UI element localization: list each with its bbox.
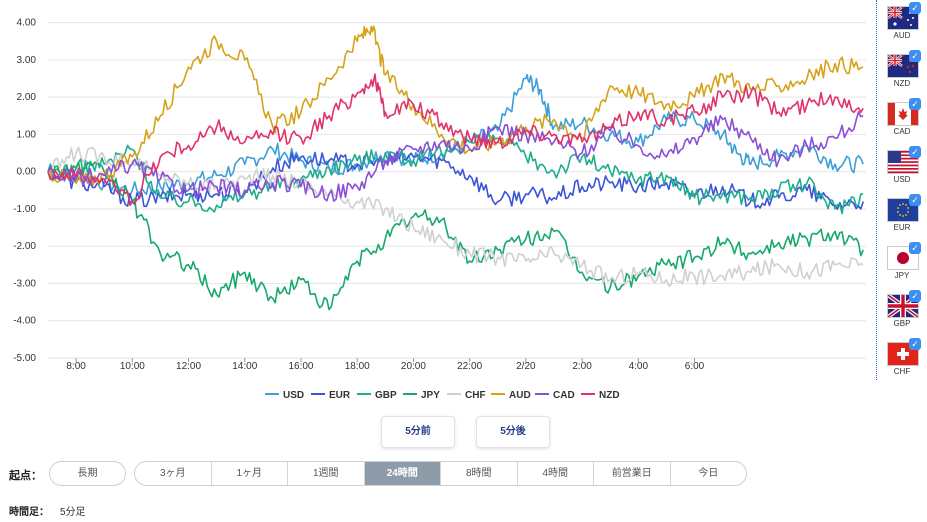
flag-label: GBP [893,319,911,328]
checkbox-checked-icon[interactable]: ✓ [909,98,921,110]
x-tick-label: 22:00 [457,361,482,372]
y-tick-label: 0.00 [17,167,37,178]
flag-label: NZD [893,79,911,88]
x-tick-label: 8:00 [66,361,86,372]
range-option[interactable]: 4時間 [516,462,594,485]
chart-legend[interactable]: USD EUR GBP JPY CHF AUD CAD NZD [265,390,620,401]
range-option[interactable]: 1ヶ月 [210,462,288,485]
range-option[interactable]: 前営業日 [593,462,670,485]
flag-toggle-nzd[interactable]: ✓ NZD [887,50,923,96]
flag-toggle-eur[interactable]: ✓ EUR [887,194,923,240]
legend-item-gbp[interactable]: GBP [375,390,397,401]
flag-chf-icon [887,342,919,366]
checkbox-checked-icon[interactable]: ✓ [909,338,921,350]
range-option[interactable]: 3ヶ月 [159,468,186,479]
x-tick-label: 16:00 [288,361,313,372]
range-option[interactable]: 今日 [669,462,747,485]
legend-item-aud[interactable]: AUD [509,390,531,401]
range-option[interactable]: 24時間 [363,462,440,485]
legend-item-nzd[interactable]: NZD [599,390,620,401]
checkbox-checked-icon[interactable]: ✓ [909,194,921,206]
flag-toggle-usd[interactable]: ✓ USD [887,146,923,192]
y-tick-label: 3.00 [17,55,37,66]
series-line-chf [47,146,864,287]
range-option[interactable]: 8時間 [440,462,517,485]
y-tick-label: 4.00 [17,18,37,29]
checkbox-checked-icon[interactable]: ✓ [909,2,921,14]
forward-5min-button[interactable]: 5分後 [476,416,550,448]
y-tick-label: 2.00 [17,92,37,103]
flag-label: USD [893,175,911,184]
legend-item-eur[interactable]: EUR [329,390,351,401]
series-line-usd [47,73,864,196]
range-selector: 3ヶ月 1ヶ月 1週間 24時間 8時間 4時間 前営業日 今日 [134,461,747,486]
y-tick-label: -1.00 [13,204,36,215]
back-5min-button[interactable]: 5分前 [381,416,455,448]
y-tick-label: -3.00 [13,278,36,289]
flag-toggle-aud[interactable]: ✓ AUD [887,2,923,48]
flag-toggle-chf[interactable]: ✓ CHF [887,338,923,384]
x-tick-label: 20:00 [401,361,426,372]
y-tick-label: -4.00 [13,316,36,327]
x-tick-label: 2:00 [572,361,592,372]
range-option[interactable]: 1週間 [287,462,364,485]
legend-item-usd[interactable]: USD [283,390,304,401]
long-term-button[interactable]: 長期 [49,461,126,486]
x-tick-label: 2/20 [516,361,536,372]
y-axis-ticks: 4.00 3.00 2.00 1.00 0.00 -1.00 -2.00 -3.00 -4.00… [13,18,36,364]
x-axis-ticks: 8:00 10:00 12:00 14:00 16:00 18:00 20:00 22:00 2… [66,358,705,372]
x-tick-label: 10:00 [120,361,145,372]
interval-value: 5分足 [60,507,86,518]
fx-strength-chart: 4.00 3.00 2.00 1.00 0.00 -1.00 -2.00 -3.00 -4.00… [13,18,866,401]
flag-label: CAD [893,127,911,136]
legend-item-jpy[interactable]: JPY [421,390,440,401]
flag-toggle-gbp[interactable]: ✓ GBP [887,290,923,336]
x-tick-label: 4:00 [629,361,649,372]
x-tick-label: 14:00 [232,361,257,372]
x-tick-label: 18:00 [345,361,370,372]
y-tick-label: 1.00 [17,129,37,140]
flag-label: AUD [893,31,911,40]
series-lines [47,25,864,311]
range-option-long[interactable]: 長期 [77,468,98,479]
x-tick-label: 6:00 [685,361,705,372]
flag-label: CHF [893,367,911,376]
checkbox-checked-icon[interactable]: ✓ [909,50,921,62]
interval-label: 時間足： [9,507,49,518]
legend-item-chf[interactable]: CHF [465,390,486,401]
flag-label: JPY [894,271,910,280]
series-line-nzd [47,73,864,207]
x-tick-label: 12:00 [176,361,201,372]
flag-label: EUR [893,223,911,232]
flag-toggle-jpy[interactable]: ✓ JPY [887,242,923,288]
series-line-gbp [47,130,864,215]
series-line-aud [47,25,864,186]
legend-item-cad[interactable]: CAD [553,390,575,401]
y-tick-label: -5.00 [13,353,36,364]
checkbox-checked-icon[interactable]: ✓ [909,146,921,158]
checkbox-checked-icon[interactable]: ✓ [909,290,921,302]
y-tick-label: -2.00 [13,241,36,252]
series-line-cad [47,111,864,202]
series-line-eur [47,149,864,210]
start-point-label: 起点： [9,470,42,482]
currency-flag-panel: ✓ AUD ✓ NZD ✓ CAD ✓ USD ✓ EUR ✓ JPY ✓ GBP ✓ CHF [876,0,927,380]
flag-toggle-cad[interactable]: ✓ CAD [887,98,923,144]
checkbox-checked-icon[interactable]: ✓ [909,242,921,254]
series-line-jpy [47,161,864,311]
